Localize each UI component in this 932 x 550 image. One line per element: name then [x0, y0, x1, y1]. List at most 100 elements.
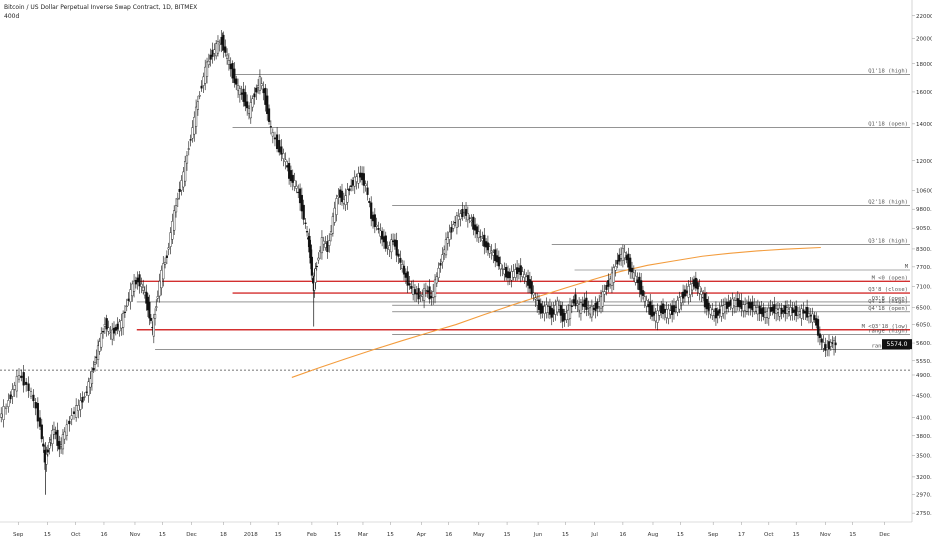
candle-body [238, 88, 241, 96]
candle-body [514, 269, 517, 278]
candle-body [271, 132, 274, 137]
candle-body [381, 231, 384, 240]
x-tick-label: Sep [708, 532, 719, 538]
candle-body [388, 245, 391, 251]
x-tick-label: 15 [504, 532, 511, 538]
candle-body [585, 297, 588, 310]
candle-body [722, 305, 725, 314]
candle-body [570, 305, 573, 307]
candle-body [765, 311, 769, 318]
candle-body [791, 307, 794, 314]
candle-body [309, 244, 312, 264]
candle-body [218, 42, 221, 46]
candle-body [60, 444, 63, 447]
candle-body [424, 290, 428, 292]
candle-body [397, 253, 400, 257]
candle-body [552, 309, 555, 315]
candle-body [360, 172, 364, 181]
candle-body [280, 146, 283, 155]
candle-body [661, 303, 665, 315]
candle-body [824, 344, 827, 351]
candle-body [784, 305, 787, 314]
candle-body [459, 213, 462, 220]
candle-body [326, 241, 329, 252]
candle-body [13, 385, 16, 390]
candle-body [87, 381, 90, 396]
level-label: range (high) [868, 329, 908, 335]
candle-body [804, 310, 807, 314]
candle-body [532, 292, 535, 296]
candle-body [435, 276, 438, 284]
candle-body [537, 299, 541, 310]
candle-body [780, 307, 783, 315]
candle-body [592, 307, 595, 310]
candle-body [127, 298, 130, 301]
y-tick-label: 4100.0 [916, 416, 932, 422]
x-tick-label: Apr [417, 532, 427, 538]
candle-body [433, 279, 437, 298]
candle-body [169, 232, 172, 247]
candle-body [516, 267, 519, 275]
candle-body [581, 303, 584, 307]
candle-body [422, 288, 426, 301]
candle-body [468, 217, 471, 219]
candle-body [671, 305, 674, 315]
candle-body [371, 214, 375, 222]
y-tick-label: 20000.0 [916, 37, 932, 43]
y-tick-label: 7100.0 [916, 284, 932, 290]
candle-body [408, 283, 411, 286]
candle-body [229, 63, 232, 70]
candle-body [282, 153, 285, 159]
candle-body [314, 268, 317, 283]
candle-body [40, 424, 43, 440]
candle-body [680, 296, 683, 304]
candle-body [255, 87, 258, 93]
candle-body [310, 256, 314, 276]
candle-body [178, 188, 181, 192]
level-label: Q2'18 (high) [868, 200, 908, 206]
candle-body [20, 375, 23, 378]
candle-body [85, 391, 88, 393]
candle-body [351, 180, 355, 186]
candle-body [526, 275, 530, 286]
candle-body [162, 263, 165, 280]
x-tick-label: May [473, 532, 485, 538]
candle-body [184, 161, 187, 182]
candle-body [81, 397, 84, 403]
candle-body [15, 376, 18, 392]
candle-body [729, 300, 732, 306]
level-label: Q3'18 (high) [868, 239, 908, 245]
candle-body [114, 327, 117, 331]
candle-body [521, 271, 524, 277]
candle-body [740, 300, 743, 309]
candle-body [614, 266, 617, 271]
candle-body [652, 311, 656, 316]
candle-body [258, 76, 262, 91]
y-tick-label: 22000.0 [916, 14, 932, 20]
candle-body [563, 313, 566, 321]
candle-body [711, 309, 714, 316]
candle-body [366, 187, 369, 195]
candle-body [444, 239, 448, 256]
candle-body [428, 286, 431, 300]
candle-body [419, 295, 422, 297]
x-tick-label: 15 [387, 532, 394, 538]
x-tick-label: 15 [275, 532, 282, 538]
candle-body [734, 300, 738, 307]
candle-body [412, 287, 415, 295]
candle-body [827, 341, 831, 349]
candle-body [667, 308, 670, 319]
candle-body [598, 301, 601, 307]
candle-body [302, 204, 305, 220]
candle-body [696, 282, 699, 290]
candle-body [658, 310, 661, 316]
candle-body [632, 272, 635, 279]
candle-body [34, 402, 37, 409]
candle-body [167, 247, 170, 250]
candle-body [109, 332, 112, 334]
candle-body [483, 234, 486, 247]
y-tick-label: 3500.0 [916, 453, 932, 459]
candle-body [52, 428, 56, 435]
candle-body [510, 271, 513, 281]
